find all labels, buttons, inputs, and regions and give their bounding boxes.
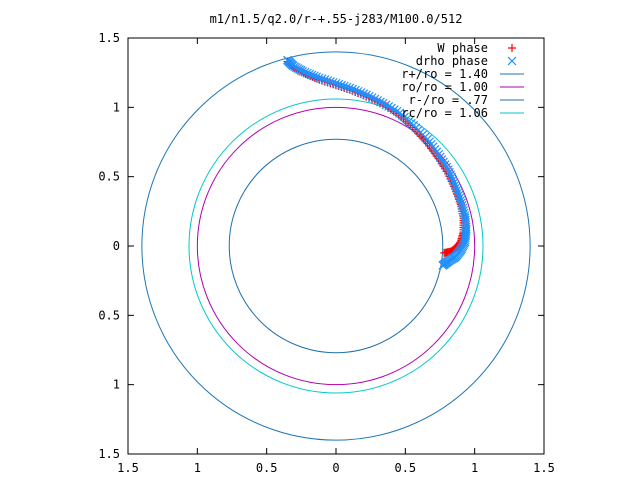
drho-phase-point <box>342 82 352 92</box>
drho-phase-point <box>443 165 453 175</box>
drho-phase-point <box>439 157 448 167</box>
y-tick-label: 0.5 <box>98 170 120 184</box>
legend-marker <box>508 44 516 52</box>
drho-phase-point <box>446 170 456 180</box>
drho-phase-point <box>457 198 466 208</box>
x-tick-label: 1 <box>471 461 478 475</box>
drho-phase-point <box>461 222 471 232</box>
drho-phase-point <box>339 81 349 91</box>
drho-phase-point <box>459 205 468 215</box>
drho-phase-point <box>434 150 444 159</box>
x-tick-label: 0.5 <box>256 461 278 475</box>
drho-phase-point <box>440 160 450 170</box>
drho-phase-point <box>453 188 463 198</box>
drho-phase-point <box>437 155 447 164</box>
drho-phase-point <box>307 70 317 80</box>
drho-phase-point <box>359 89 369 99</box>
drho-phase-point <box>367 93 377 103</box>
drho-phase-point <box>458 203 468 213</box>
y-tick-label: 1 <box>113 100 120 114</box>
drho-phase-point <box>337 80 346 90</box>
legend-label: r-/ro = .77 <box>409 93 488 107</box>
drho-phase-point <box>392 106 402 116</box>
drho-phase-point <box>312 72 322 82</box>
radius-circle-0 <box>141 51 531 441</box>
drho-phase-point <box>317 74 327 84</box>
w-phase-point <box>440 248 449 257</box>
y-tick-label: 1.5 <box>98 447 120 461</box>
legend-label: rc/ro = 1.06 <box>401 106 488 120</box>
drho-phase-point <box>442 162 452 172</box>
drho-phase-point <box>328 77 338 87</box>
drho-phase-point <box>447 172 457 182</box>
drho-phase-point <box>457 200 467 210</box>
drho-phase-point <box>381 100 391 110</box>
x-tick-label: 1.5 <box>117 461 139 475</box>
drho-phase-point <box>302 68 312 78</box>
x-tick-label: 1 <box>194 461 201 475</box>
legend-label: ro/ro = 1.00 <box>401 80 488 94</box>
drho-phase-point <box>350 85 360 95</box>
axis-ticks: 1.5 1 0.5 0 0.5 1 1.51.510.500.511.5 <box>98 31 555 475</box>
drho-phase-point <box>438 260 448 270</box>
drho-phase-point <box>356 88 366 97</box>
drho-phase-point <box>320 75 330 85</box>
radius-circle-3 <box>188 98 484 394</box>
legend-label: r+/ro = 1.40 <box>401 67 488 81</box>
drho-phase-point <box>384 101 394 111</box>
drho-phase-point <box>323 76 333 85</box>
drho-phase-point <box>353 86 363 96</box>
drho-phase-point <box>389 105 399 115</box>
chart-title: m1/n1.5/q2.0/r-+.55-j283/M100.0/512 <box>210 12 463 26</box>
drho-phase-point <box>298 66 308 76</box>
drho-phase-point <box>348 84 358 94</box>
drho-phase-point <box>387 103 396 113</box>
drho-phase-point <box>309 71 319 81</box>
drho-phase-point <box>314 73 324 83</box>
drho-phase-point <box>373 95 383 105</box>
drho-phase-point <box>450 180 460 190</box>
drho-phase-point <box>451 183 461 192</box>
drho-phase-point <box>455 193 465 203</box>
drho-phase-point <box>345 83 355 93</box>
drho-phase-point <box>370 94 380 104</box>
x-tick-label: 0.5 <box>394 461 416 475</box>
drho-phase-point <box>448 175 458 185</box>
drho-phase-point <box>300 67 310 77</box>
drho-phase-point <box>454 190 464 200</box>
legend-label: drho phase <box>416 54 488 68</box>
drho-phase-point <box>326 77 335 86</box>
drho-phase-point <box>456 195 466 205</box>
drho-phase-point <box>331 78 341 88</box>
drho-phase-point <box>435 152 445 162</box>
drho-phase-point <box>449 178 459 187</box>
y-tick-label: 1.5 <box>98 31 120 45</box>
drho-phase-point <box>364 91 374 101</box>
x-tick-label: 0 <box>332 461 339 475</box>
drho-phase-point <box>452 185 462 195</box>
x-tick-label: 1.5 <box>533 461 555 475</box>
y-tick-label: 0 <box>113 239 120 253</box>
radius-circle-2 <box>228 138 444 354</box>
drho-phase-point <box>305 69 315 79</box>
radius-circles <box>141 51 531 441</box>
drho-phase-point <box>362 90 371 100</box>
drho-phase-point <box>445 167 454 177</box>
drho-phase-point <box>378 98 388 108</box>
radius-circle-1 <box>196 106 476 386</box>
drho-phase-point <box>334 79 344 89</box>
y-tick-label: 0.5 <box>98 308 120 322</box>
legend-marker <box>507 56 517 66</box>
y-tick-label: 1 <box>113 378 120 392</box>
drho-phase-point <box>375 97 385 107</box>
legend-label: W phase <box>437 41 488 55</box>
drho-phase-point <box>460 235 470 245</box>
phase-points <box>283 55 471 270</box>
